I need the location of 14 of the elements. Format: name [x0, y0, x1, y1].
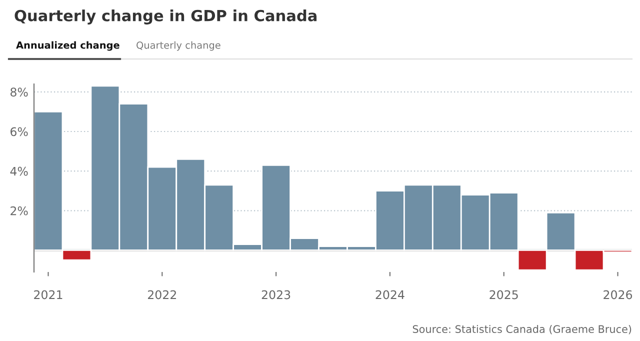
- text: Quarterly change: [136, 41, 220, 51]
- y-tick-label: 4%: [10, 166, 28, 176]
- x-tick-label: 2021: [34, 290, 62, 300]
- text: Annualized change: [16, 41, 120, 51]
- source-note: Source: Statistics Canada (Graeme Bruce): [412, 324, 632, 334]
- y-tick-label: 8%: [10, 88, 28, 97]
- y-tick-label: 2%: [10, 206, 28, 216]
- chart-title: Quarterly change in GDP in Canada: [14, 10, 317, 24]
- x-tick-label: 2025: [490, 290, 518, 300]
- x-tick-label: 2023: [262, 290, 290, 300]
- x-tick-label: 2026: [604, 290, 632, 300]
- x-tick-label: 2022: [148, 290, 176, 300]
- x-tick-label: 2024: [376, 290, 404, 300]
- y-tick-label: 6%: [10, 127, 28, 136]
